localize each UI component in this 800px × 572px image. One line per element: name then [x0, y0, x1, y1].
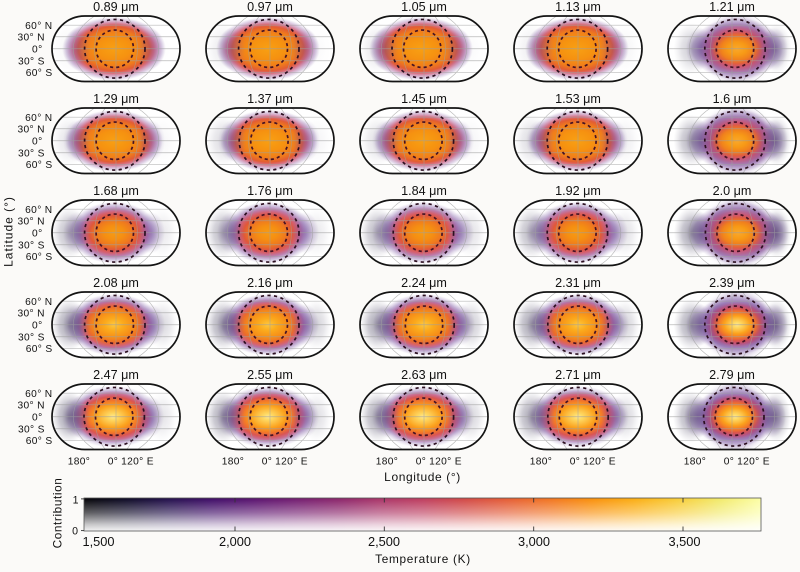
svg-text:60° S: 60° S: [26, 344, 53, 355]
svg-text:1.21 μm: 1.21 μm: [709, 0, 755, 14]
svg-text:180°: 180°: [376, 457, 398, 468]
svg-text:1.6 μm: 1.6 μm: [713, 92, 752, 106]
svg-text:1.13 μm: 1.13 μm: [555, 0, 601, 14]
svg-text:Temperature (K): Temperature (K): [375, 552, 471, 566]
svg-text:120° E: 120° E: [121, 457, 154, 468]
svg-text:180°: 180°: [530, 457, 552, 468]
svg-text:60° N: 60° N: [25, 113, 52, 124]
svg-text:2,000: 2,000: [219, 534, 251, 549]
svg-text:60° N: 60° N: [25, 297, 52, 308]
svg-text:1.84 μm: 1.84 μm: [401, 184, 447, 198]
svg-text:2.55 μm: 2.55 μm: [247, 368, 293, 382]
svg-text:30° S: 30° S: [18, 240, 45, 251]
svg-text:60° S: 60° S: [26, 160, 53, 171]
svg-text:1.45 μm: 1.45 μm: [401, 92, 447, 106]
svg-text:1: 1: [73, 495, 79, 507]
svg-text:2.16 μm: 2.16 μm: [247, 276, 293, 290]
svg-text:Longitude (°): Longitude (°): [384, 470, 461, 484]
svg-text:120° E: 120° E: [275, 457, 308, 468]
svg-text:180°: 180°: [684, 457, 706, 468]
svg-text:Latitude (°): Latitude (°): [2, 196, 16, 267]
svg-text:1.37 μm: 1.37 μm: [247, 92, 293, 106]
svg-text:2.24 μm: 2.24 μm: [401, 276, 447, 290]
svg-text:2.63 μm: 2.63 μm: [401, 368, 447, 382]
svg-text:60° N: 60° N: [25, 205, 52, 216]
svg-text:30° S: 30° S: [18, 332, 45, 343]
svg-text:1.92 μm: 1.92 μm: [555, 184, 601, 198]
svg-text:60° S: 60° S: [26, 68, 53, 79]
svg-text:1,500: 1,500: [83, 534, 115, 549]
svg-text:60° N: 60° N: [25, 21, 52, 32]
svg-text:60° N: 60° N: [25, 389, 52, 400]
svg-text:Contribution: Contribution: [51, 478, 65, 549]
svg-text:180°: 180°: [68, 457, 90, 468]
svg-text:0°: 0°: [262, 457, 272, 468]
svg-text:2.39 μm: 2.39 μm: [709, 276, 755, 290]
svg-text:2.08 μm: 2.08 μm: [93, 276, 139, 290]
svg-text:120° E: 120° E: [429, 457, 462, 468]
svg-text:0°: 0°: [32, 228, 42, 239]
svg-text:0°: 0°: [570, 457, 580, 468]
svg-text:0: 0: [72, 526, 78, 538]
svg-text:60° S: 60° S: [26, 436, 53, 447]
svg-text:120° E: 120° E: [583, 457, 616, 468]
svg-text:30° N: 30° N: [17, 32, 44, 43]
svg-text:180°: 180°: [222, 457, 244, 468]
svg-text:0°: 0°: [32, 320, 42, 331]
svg-text:0°: 0°: [32, 136, 42, 147]
svg-text:30° S: 30° S: [18, 56, 45, 67]
svg-text:1.29 μm: 1.29 μm: [93, 92, 139, 106]
svg-text:0°: 0°: [724, 457, 734, 468]
svg-text:1.53 μm: 1.53 μm: [555, 92, 601, 106]
svg-text:2.47 μm: 2.47 μm: [93, 368, 139, 382]
svg-text:2,500: 2,500: [368, 534, 400, 549]
svg-text:30° S: 30° S: [18, 424, 45, 435]
svg-text:120° E: 120° E: [737, 457, 770, 468]
svg-text:2.31 μm: 2.31 μm: [555, 276, 601, 290]
svg-text:2.0 μm: 2.0 μm: [713, 184, 752, 198]
svg-text:1.68 μm: 1.68 μm: [93, 184, 139, 198]
svg-text:0.97 μm: 0.97 μm: [247, 0, 293, 14]
svg-text:1.05 μm: 1.05 μm: [401, 0, 447, 14]
svg-text:30° N: 30° N: [17, 400, 44, 411]
svg-text:3,500: 3,500: [668, 534, 700, 549]
svg-text:2.71 μm: 2.71 μm: [555, 368, 601, 382]
svg-text:2.79 μm: 2.79 μm: [709, 368, 755, 382]
svg-text:30° N: 30° N: [17, 308, 44, 319]
svg-text:30° N: 30° N: [17, 124, 44, 135]
svg-text:3,000: 3,000: [518, 534, 550, 549]
svg-text:1.76 μm: 1.76 μm: [247, 184, 293, 198]
svg-text:30° N: 30° N: [17, 216, 44, 227]
svg-text:0°: 0°: [108, 457, 118, 468]
svg-text:0°: 0°: [32, 44, 42, 55]
svg-text:0°: 0°: [32, 412, 42, 423]
svg-text:0.89 μm: 0.89 μm: [93, 0, 139, 14]
svg-text:30° S: 30° S: [18, 148, 45, 159]
svg-text:60° S: 60° S: [26, 252, 53, 263]
svg-text:0°: 0°: [416, 457, 426, 468]
